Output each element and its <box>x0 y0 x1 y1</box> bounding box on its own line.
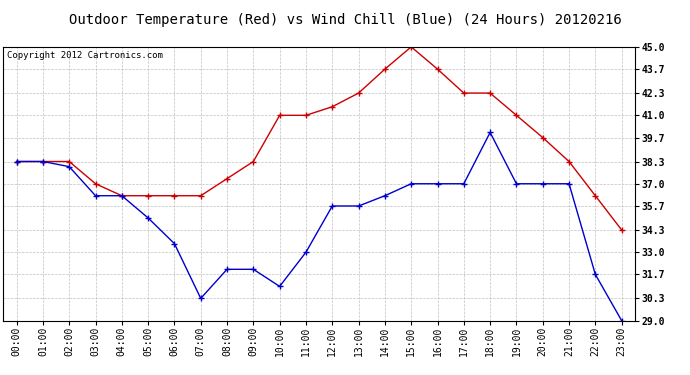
Text: Copyright 2012 Cartronics.com: Copyright 2012 Cartronics.com <box>7 51 162 60</box>
Text: Outdoor Temperature (Red) vs Wind Chill (Blue) (24 Hours) 20120216: Outdoor Temperature (Red) vs Wind Chill … <box>68 13 622 27</box>
